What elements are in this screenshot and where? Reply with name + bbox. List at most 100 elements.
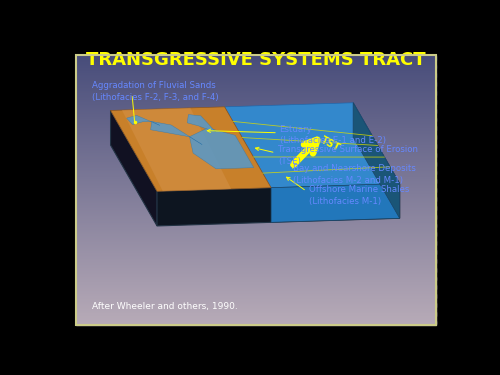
- Bar: [76, 290, 436, 291]
- Bar: [76, 154, 436, 156]
- Bar: [76, 183, 436, 184]
- Bar: [76, 232, 436, 234]
- Bar: [76, 221, 436, 222]
- Bar: [76, 286, 436, 288]
- Bar: [76, 60, 436, 61]
- Bar: [76, 126, 436, 127]
- Bar: [76, 278, 436, 279]
- Bar: [76, 255, 436, 256]
- Bar: [76, 86, 436, 87]
- Bar: [76, 214, 436, 215]
- Bar: [76, 262, 436, 263]
- Bar: [76, 292, 436, 294]
- Bar: [76, 285, 436, 286]
- Text: Bay and Nearshore Deposits
(Lithofacies M-2 and M-1): Bay and Nearshore Deposits (Lithofacies …: [294, 164, 416, 185]
- Polygon shape: [224, 103, 400, 188]
- Bar: [76, 58, 436, 60]
- Bar: [76, 114, 436, 115]
- Bar: [76, 314, 436, 315]
- Polygon shape: [110, 107, 271, 191]
- Bar: [76, 270, 436, 272]
- Bar: [76, 231, 436, 232]
- Bar: [76, 90, 436, 92]
- Bar: [76, 230, 436, 231]
- Bar: [76, 194, 436, 195]
- Bar: [76, 273, 436, 274]
- Bar: [76, 237, 436, 238]
- Bar: [76, 141, 436, 142]
- Bar: [76, 146, 436, 147]
- Bar: [76, 211, 436, 212]
- Text: Offshore Marine Shales
(Lithofacies M-1): Offshore Marine Shales (Lithofacies M-1): [309, 185, 410, 206]
- Bar: [76, 162, 436, 164]
- Polygon shape: [122, 108, 231, 191]
- Bar: [76, 268, 436, 270]
- Bar: [76, 258, 436, 259]
- Bar: [76, 173, 436, 174]
- Bar: [76, 95, 436, 96]
- Bar: [76, 63, 436, 64]
- Bar: [76, 249, 436, 250]
- Bar: [76, 164, 436, 165]
- Bar: [76, 306, 436, 308]
- Bar: [76, 191, 436, 192]
- Bar: [76, 247, 436, 248]
- Polygon shape: [255, 155, 386, 164]
- Bar: [76, 213, 436, 214]
- Bar: [76, 132, 436, 133]
- Bar: [76, 189, 436, 190]
- Bar: [76, 159, 436, 160]
- Polygon shape: [110, 111, 157, 226]
- Bar: [76, 73, 436, 74]
- Bar: [76, 284, 436, 285]
- Bar: [76, 264, 436, 265]
- Bar: [76, 305, 436, 306]
- Bar: [76, 289, 436, 290]
- Bar: [76, 138, 436, 140]
- Bar: [76, 68, 436, 69]
- Bar: [76, 178, 436, 180]
- Bar: [76, 128, 436, 129]
- Bar: [76, 242, 436, 244]
- Bar: [76, 203, 436, 204]
- Bar: [76, 106, 436, 107]
- Bar: [76, 182, 436, 183]
- Polygon shape: [126, 116, 160, 125]
- Bar: [76, 166, 436, 167]
- Bar: [76, 79, 436, 80]
- Bar: [76, 168, 436, 169]
- Bar: [76, 296, 436, 297]
- Bar: [76, 208, 436, 210]
- Bar: [76, 72, 436, 73]
- Bar: [76, 146, 436, 147]
- Bar: [76, 93, 436, 94]
- Bar: [76, 318, 436, 319]
- Bar: [76, 219, 436, 220]
- Bar: [76, 234, 436, 236]
- Bar: [76, 144, 436, 146]
- Bar: [76, 116, 436, 117]
- Polygon shape: [260, 164, 390, 171]
- Bar: [76, 85, 436, 87]
- Bar: [76, 129, 436, 130]
- Bar: [76, 218, 436, 219]
- Bar: [76, 310, 436, 312]
- Bar: [76, 205, 436, 206]
- Text: Aggradation of Fluvial Sands
(Lithofacies F-2, F-3, and F-4): Aggradation of Fluvial Sands (Lithofacie…: [92, 81, 218, 102]
- Bar: [76, 204, 436, 205]
- Bar: [76, 102, 436, 104]
- Bar: [76, 117, 436, 119]
- Bar: [76, 227, 436, 228]
- Bar: [76, 108, 436, 110]
- Bar: [76, 126, 436, 128]
- Bar: [76, 254, 436, 255]
- Bar: [76, 59, 436, 60]
- Bar: [76, 281, 436, 282]
- Bar: [76, 135, 436, 136]
- Bar: [76, 92, 436, 94]
- Bar: [76, 113, 436, 114]
- Bar: [76, 103, 436, 104]
- Bar: [76, 301, 436, 302]
- Bar: [76, 189, 436, 190]
- Bar: [76, 250, 436, 251]
